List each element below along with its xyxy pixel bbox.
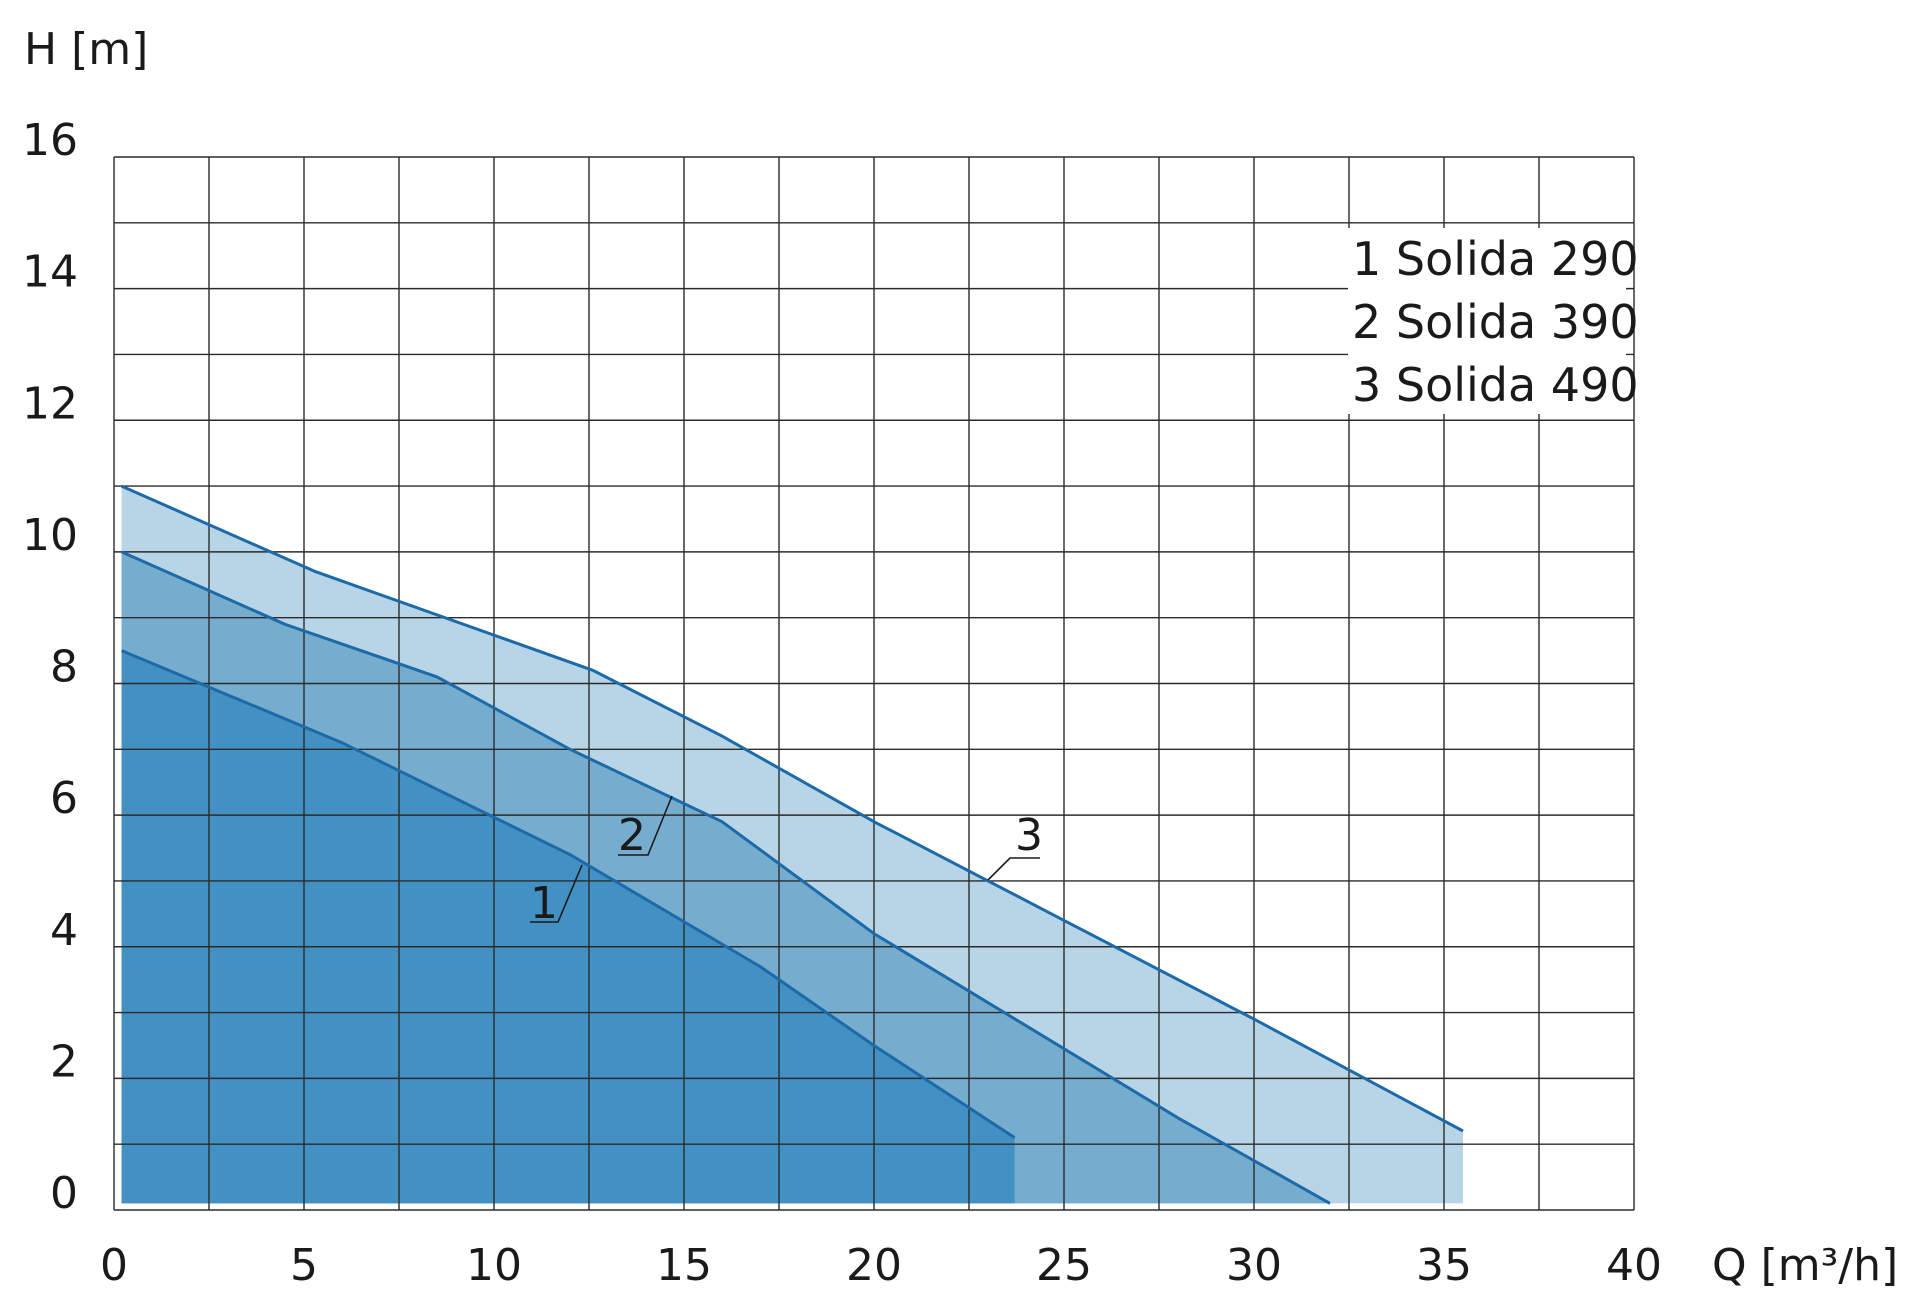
y-tick-label: 12 [22,378,78,429]
y-tick-label: 6 [50,773,78,824]
y-tick-label: 8 [50,642,78,693]
x-axis-ticks: 0 5 10 15 20 25 30 35 40 [100,1240,1662,1289]
y-tick-label: 10 [22,510,78,561]
x-tick-label: 20 [846,1240,902,1289]
curve-line-1 [121,649,1016,1139]
curve-fill-layer [121,486,1464,1204]
curve-label-3: 3 [987,810,1043,881]
x-tick-label: 15 [656,1240,712,1289]
x-tick-label: 40 [1606,1240,1662,1289]
y-tick-label: 16 [22,115,78,166]
y-axis-ticks: 0 2 4 6 8 10 12 14 16 [22,115,78,1219]
legend-entry-2: 2 Solida 390 [1352,295,1639,349]
chart-grid [113,156,1635,1211]
curve-label-2: 2 [618,795,673,861]
curve-area-1 [121,650,1015,1204]
curve-label-3-text: 3 [1015,810,1043,861]
x-tick-label: 5 [290,1240,318,1289]
legend: 1 Solida 290 2 Solida 390 3 Solida 490 [1348,228,1639,414]
y-tick-label: 0 [50,1168,78,1219]
curve-label-1: 1 [530,864,583,929]
y-tick-label: 2 [50,1036,78,1087]
legend-entry-3: 3 Solida 490 [1352,358,1639,412]
y-tick-label: 14 [22,247,78,298]
x-tick-label: 30 [1226,1240,1282,1289]
x-axis-label: Q [m³/h] [1712,1240,1898,1289]
curve-line-layer [120,484,1464,1205]
curve-line-3 [120,484,1464,1133]
curve-label-2-text: 2 [618,810,646,861]
y-axis-label: H [m] [24,24,148,75]
legend-entry-1: 1 Solida 290 [1352,232,1639,286]
curve-line-2 [120,550,1331,1205]
x-tick-label: 0 [100,1240,128,1289]
curve-label-1-text: 1 [530,878,558,929]
legend-background [1348,228,1626,414]
x-tick-label: 25 [1036,1240,1092,1289]
x-tick-label: 10 [466,1240,522,1289]
x-tick-label: 35 [1416,1240,1472,1289]
y-tick-label: 4 [50,905,78,956]
